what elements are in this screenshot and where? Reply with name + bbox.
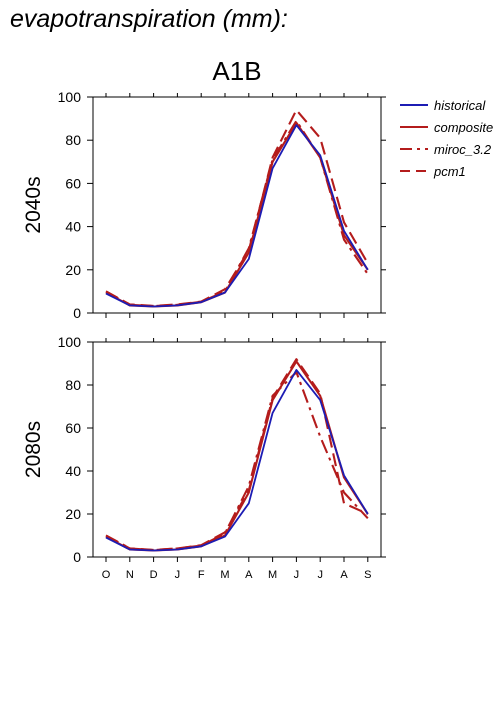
legend-label: miroc_3.2	[434, 142, 492, 157]
x-tick-label: A	[245, 569, 253, 581]
series-line-miroc-3-2	[105, 371, 369, 552]
panel-label: 2080s	[22, 421, 45, 478]
x-tick-label: J	[175, 569, 181, 581]
legend-label: historical	[434, 98, 486, 113]
legend-label: composite	[434, 120, 493, 135]
y-tick-label: 0	[73, 305, 81, 321]
legend: historical composite miroc_3.2 pcm1	[400, 98, 493, 179]
series-line-historical	[105, 368, 369, 552]
x-tick-label: N	[126, 569, 134, 581]
plot-frame	[92, 341, 382, 558]
y-tick-label: 40	[65, 219, 81, 235]
y-tick-label: 20	[65, 262, 81, 278]
x-tick-label: S	[364, 569, 371, 581]
series-line-miroc-3-2	[105, 119, 369, 308]
x-tick-label: M	[220, 569, 229, 581]
x-tick-label: M	[268, 569, 277, 581]
y-tick-label: 20	[65, 506, 81, 522]
x-tick-label: F	[198, 569, 205, 581]
x-tick-label: D	[150, 569, 158, 581]
series-line-historical	[105, 124, 369, 308]
series-line-composite	[105, 360, 369, 552]
y-tick-label: 80	[65, 132, 81, 148]
y-tick-label: 80	[65, 377, 81, 393]
x-tick-label: O	[102, 569, 111, 581]
panel-label: 2040s	[22, 176, 45, 233]
y-tick-label: 100	[58, 334, 82, 350]
y-tick-label: 0	[73, 549, 81, 565]
x-tick-label: J	[317, 569, 323, 581]
x-tick-label: A	[340, 569, 348, 581]
scenario-title: A1B	[212, 56, 261, 86]
plot-frame	[92, 96, 382, 314]
legend-label: pcm1	[433, 164, 466, 179]
y-tick-label: 60	[65, 420, 81, 436]
variable-title: evapotranspiration (mm):	[10, 5, 288, 33]
series-line-composite	[105, 121, 369, 308]
y-tick-label: 100	[58, 89, 82, 105]
y-tick-label: 40	[65, 463, 81, 479]
x-tick-label: J	[294, 569, 300, 581]
panel-2080s: 0 20 40 60 80 100 O N D J F M A M J J A S 2080s	[22, 334, 386, 581]
panel-2040s: 0 20 40 60 80 100 2040s	[22, 89, 386, 321]
y-tick-label: 60	[65, 175, 81, 191]
